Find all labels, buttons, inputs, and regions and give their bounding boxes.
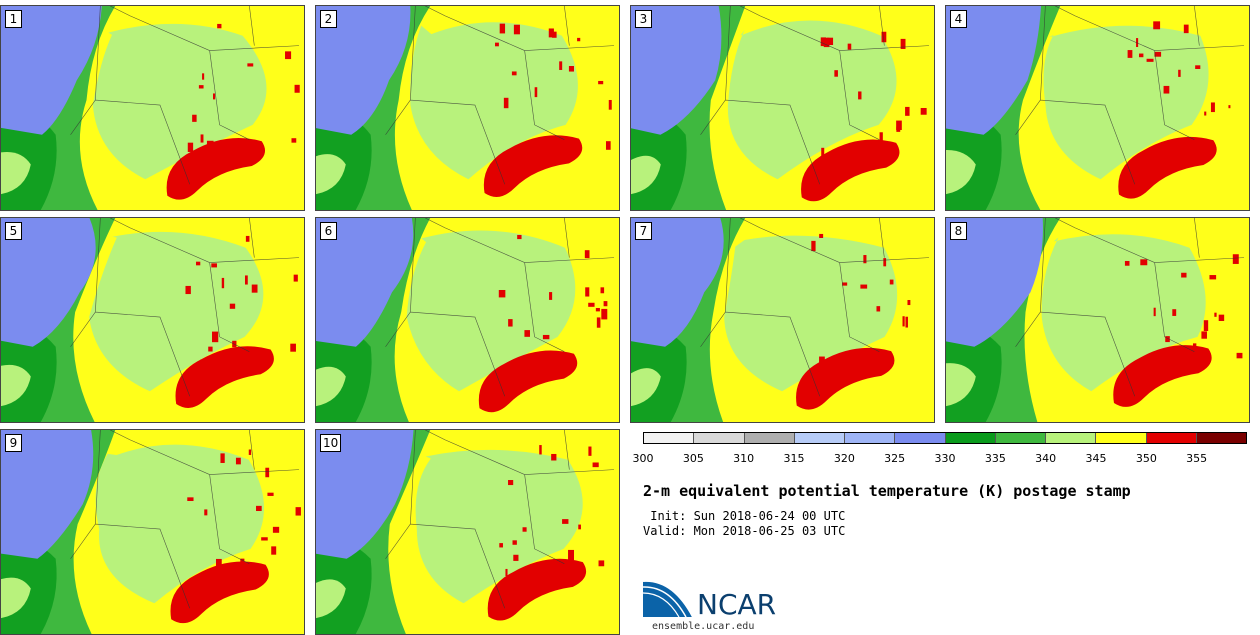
panel-number: 2 — [320, 10, 337, 28]
panel-number: 3 — [635, 10, 652, 28]
colorbar-segment — [744, 433, 795, 443]
colorbar-segment — [644, 433, 695, 443]
colorbar-tick-label: 350 — [1135, 452, 1157, 465]
panel-number: 9 — [5, 434, 22, 452]
colorbar-segment — [945, 433, 996, 443]
panel-number: 6 — [320, 222, 337, 240]
colorbar-tick-label: 320 — [833, 452, 855, 465]
colorbar-tick-label: 335 — [984, 452, 1006, 465]
map-panel-4: 4 — [945, 5, 1250, 211]
map-panel-3: 3 — [630, 5, 935, 211]
colorbar — [643, 432, 1247, 444]
colorbar-tick-label: 330 — [934, 452, 956, 465]
panel-number: 1 — [5, 10, 22, 28]
colorbar-segment — [845, 433, 896, 443]
colorbar-tick-label: 300 — [632, 452, 654, 465]
colorbar-tick-label: 345 — [1085, 452, 1107, 465]
colorbar-tick-label: 340 — [1035, 452, 1057, 465]
panel-number: 8 — [950, 222, 967, 240]
map-field — [316, 218, 619, 422]
colorbar-segment — [1096, 433, 1147, 443]
panel-number: 5 — [5, 222, 22, 240]
colorbar-tick-label: 325 — [884, 452, 906, 465]
colorbar-tick-label: 315 — [783, 452, 805, 465]
colorbar-tick-label: 310 — [733, 452, 755, 465]
colorbar-segment — [794, 433, 845, 443]
map-panel-2: 2 — [315, 5, 620, 211]
colorbar-segment — [694, 433, 745, 443]
map-panel-6: 6 — [315, 217, 620, 423]
map-panel-8: 8 — [945, 217, 1250, 423]
map-panel-10: 10 — [315, 429, 620, 635]
panel-number: 7 — [635, 222, 652, 240]
map-field — [1, 6, 304, 210]
colorbar-segment — [1046, 433, 1097, 443]
map-field — [316, 6, 619, 210]
panel-number: 10 — [320, 434, 342, 452]
map-field — [1, 430, 304, 634]
init-time: Init: Sun 2018-06-24 00 UTC — [643, 509, 846, 523]
map-panel-5: 5 — [0, 217, 305, 423]
map-panel-1: 1 — [0, 5, 305, 211]
colorbar-segment — [1146, 433, 1197, 443]
colorbar-segment — [995, 433, 1046, 443]
map-field — [1, 218, 304, 422]
logo-url: ensemble.ucar.edu — [652, 621, 755, 632]
colorbar-tick-label: 305 — [682, 452, 704, 465]
map-panel-7: 7 — [630, 217, 935, 423]
map-panel-9: 9 — [0, 429, 305, 635]
colorbar-segment — [1196, 433, 1246, 443]
ncar-logo-icon — [643, 579, 694, 618]
figure-title: 2-m equivalent potential temperature (K)… — [643, 482, 1131, 500]
colorbar-segment — [895, 433, 946, 443]
logo-text: NCAR — [697, 588, 777, 621]
panel-number: 4 — [950, 10, 967, 28]
map-field — [631, 218, 934, 422]
map-field — [946, 6, 1249, 210]
map-field — [946, 218, 1249, 422]
colorbar-tick-label: 355 — [1186, 452, 1208, 465]
valid-time: Valid: Mon 2018-06-25 03 UTC — [643, 524, 846, 538]
map-field — [631, 6, 934, 210]
map-field — [316, 430, 619, 634]
